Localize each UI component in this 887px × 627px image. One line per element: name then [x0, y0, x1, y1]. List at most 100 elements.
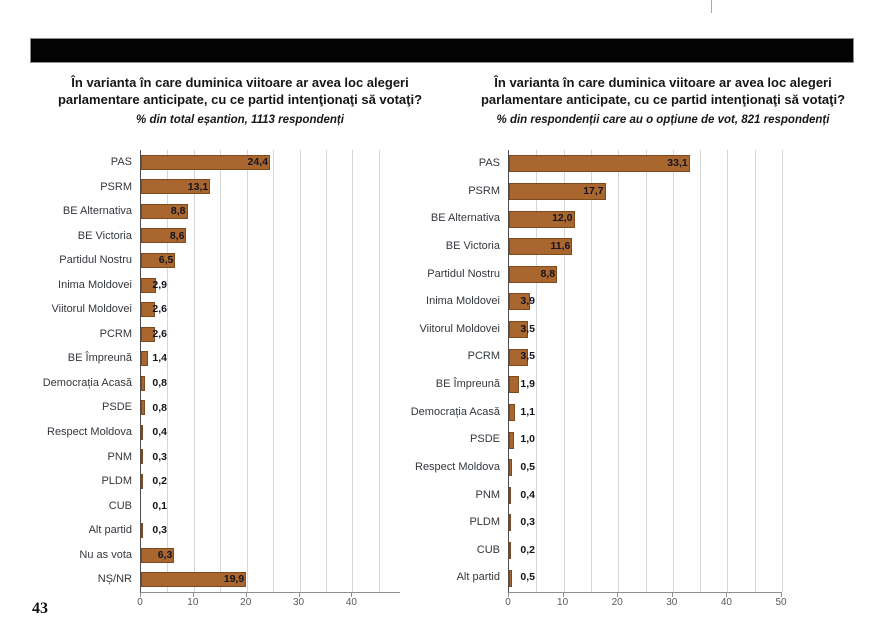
category-label: PCRM [467, 350, 500, 363]
gridline [727, 150, 729, 592]
x-tick-mark [351, 593, 353, 597]
plot-wrap: 24,4 13,1 8,8 8,6 6,5 2,9 2,6 2,6 1,4 0,8 0,8 0,4 0,… [137, 150, 400, 613]
right-bar-chart: PAS PSRM BE Alternativa BE Victoria Partidul… [396, 150, 787, 613]
bar [509, 403, 515, 421]
gridline [782, 150, 783, 592]
x-tick-label: 40 [345, 597, 357, 608]
bar [141, 572, 247, 588]
gridline [167, 150, 169, 592]
category-label: PLDM [101, 475, 132, 488]
bar [509, 348, 529, 366]
bar [509, 514, 511, 532]
chart-subtitle: % din total eșantion, 1113 respondenți [136, 114, 344, 127]
bar [509, 155, 690, 173]
gridline [299, 150, 301, 592]
gridline [193, 150, 195, 592]
value-label: 0,3 [152, 524, 167, 537]
value-label: 3,9 [520, 295, 535, 308]
category-label: PSDE [470, 433, 500, 446]
value-label: 8,8 [170, 205, 186, 218]
gridline [536, 150, 538, 592]
bar [509, 542, 511, 560]
redacted-title-bar [30, 38, 854, 63]
category-label: PNM [475, 488, 500, 501]
chart-title: În varianta în care duminica viitoare ar… [480, 75, 846, 108]
x-tick-label: 10 [557, 597, 569, 608]
value-label: 0,8 [152, 401, 167, 414]
category-axis-labels: PAS PSRM BE Alternativa BE Victoria Partidul… [36, 150, 140, 613]
plot-area: 24,4 13,1 8,8 8,6 6,5 2,9 2,6 2,6 1,4 0,8 0,8 0,4 0,… [140, 150, 400, 593]
x-tick-label: 50 [775, 597, 787, 608]
gridline [645, 150, 647, 592]
plot-wrap: 33,1 17,7 12,0 11,6 8,8 3,9 3,5 3,5 1,9 1,1 1,0 0,5… [505, 150, 787, 613]
page-edge-mark [711, 0, 712, 13]
bar [141, 302, 155, 318]
category-label: Inima Moldovei [426, 295, 500, 308]
category-label: BE Împreună [67, 352, 132, 365]
category-label: Democrația Acasă [42, 376, 132, 389]
category-axis-labels: PAS PSRM BE Alternativa BE Victoria Partidul… [396, 150, 508, 613]
category-label: Alt partid [88, 524, 132, 537]
bar [509, 486, 512, 504]
category-label: Respect Moldova [47, 426, 132, 439]
x-tick-mark [671, 593, 673, 597]
bar [141, 228, 187, 244]
chart-title: În varianta în care duminica viitoare ar… [57, 75, 423, 108]
gridline [700, 150, 702, 592]
value-label: 1,4 [152, 352, 167, 365]
category-label: PCRM [99, 327, 132, 340]
category-label: CUB [476, 543, 500, 556]
bar [141, 351, 149, 367]
x-axis-labels: 0 10 20 30 40 [137, 593, 399, 613]
value-label: 1,0 [520, 433, 535, 446]
value-label: 1,9 [520, 378, 535, 390]
gridline [618, 150, 620, 592]
x-tick-label: 30 [293, 597, 305, 608]
bar [509, 459, 512, 477]
category-label: Nu as vota [79, 548, 132, 561]
value-label: 0,2 [520, 543, 535, 556]
gridline [378, 150, 380, 592]
left-chart-header: În varianta în care duminica viitoare ar… [34, 74, 446, 126]
right-chart-header: În varianta în care duminica viitoare ar… [453, 74, 873, 126]
bar [509, 431, 515, 449]
x-tick-mark [245, 593, 247, 597]
category-label: BE Alternativa [430, 212, 500, 225]
x-tick-label: 10 [187, 597, 199, 608]
value-label: 13,1 [187, 180, 209, 193]
left-bar-chart: PAS PSRM BE Alternativa BE Victoria Partidul… [36, 150, 400, 613]
category-label: Partidul Nostru [59, 254, 132, 267]
x-tick-label: 0 [505, 597, 511, 608]
bar [141, 253, 176, 268]
bar [141, 449, 143, 465]
x-tick-mark [192, 593, 194, 597]
value-label: 0,3 [152, 450, 167, 463]
x-axis-labels: 0 10 20 30 40 50 [505, 593, 787, 613]
value-label: 1,1 [520, 405, 535, 418]
category-label: Respect Moldova [415, 460, 500, 473]
bar [141, 547, 175, 563]
value-label: 0,3 [520, 516, 535, 529]
value-label: 6,3 [157, 548, 173, 561]
category-label: Viitorul Moldovei [419, 322, 500, 335]
value-label: 2,9 [152, 278, 167, 291]
gridline [590, 150, 592, 592]
gridline [246, 150, 248, 592]
x-tick-mark [140, 593, 141, 597]
value-label: 6,5 [158, 254, 174, 267]
gridline [326, 150, 327, 592]
value-label: 24,4 [247, 156, 268, 168]
value-label: 11,6 [550, 239, 571, 252]
bar [509, 569, 512, 587]
x-tick-label: 20 [240, 597, 252, 608]
value-label: 0,8 [152, 377, 167, 389]
bar [141, 474, 143, 489]
category-label: BE Victoria [77, 229, 132, 242]
bar [509, 265, 558, 283]
bar [141, 203, 188, 219]
value-label: 0,4 [520, 488, 535, 501]
bar [141, 326, 155, 342]
bar [141, 154, 270, 170]
chart-subtitle: % din respondenții care au o opțiune de … [496, 114, 830, 127]
category-label: NȘ/NR [97, 573, 132, 586]
